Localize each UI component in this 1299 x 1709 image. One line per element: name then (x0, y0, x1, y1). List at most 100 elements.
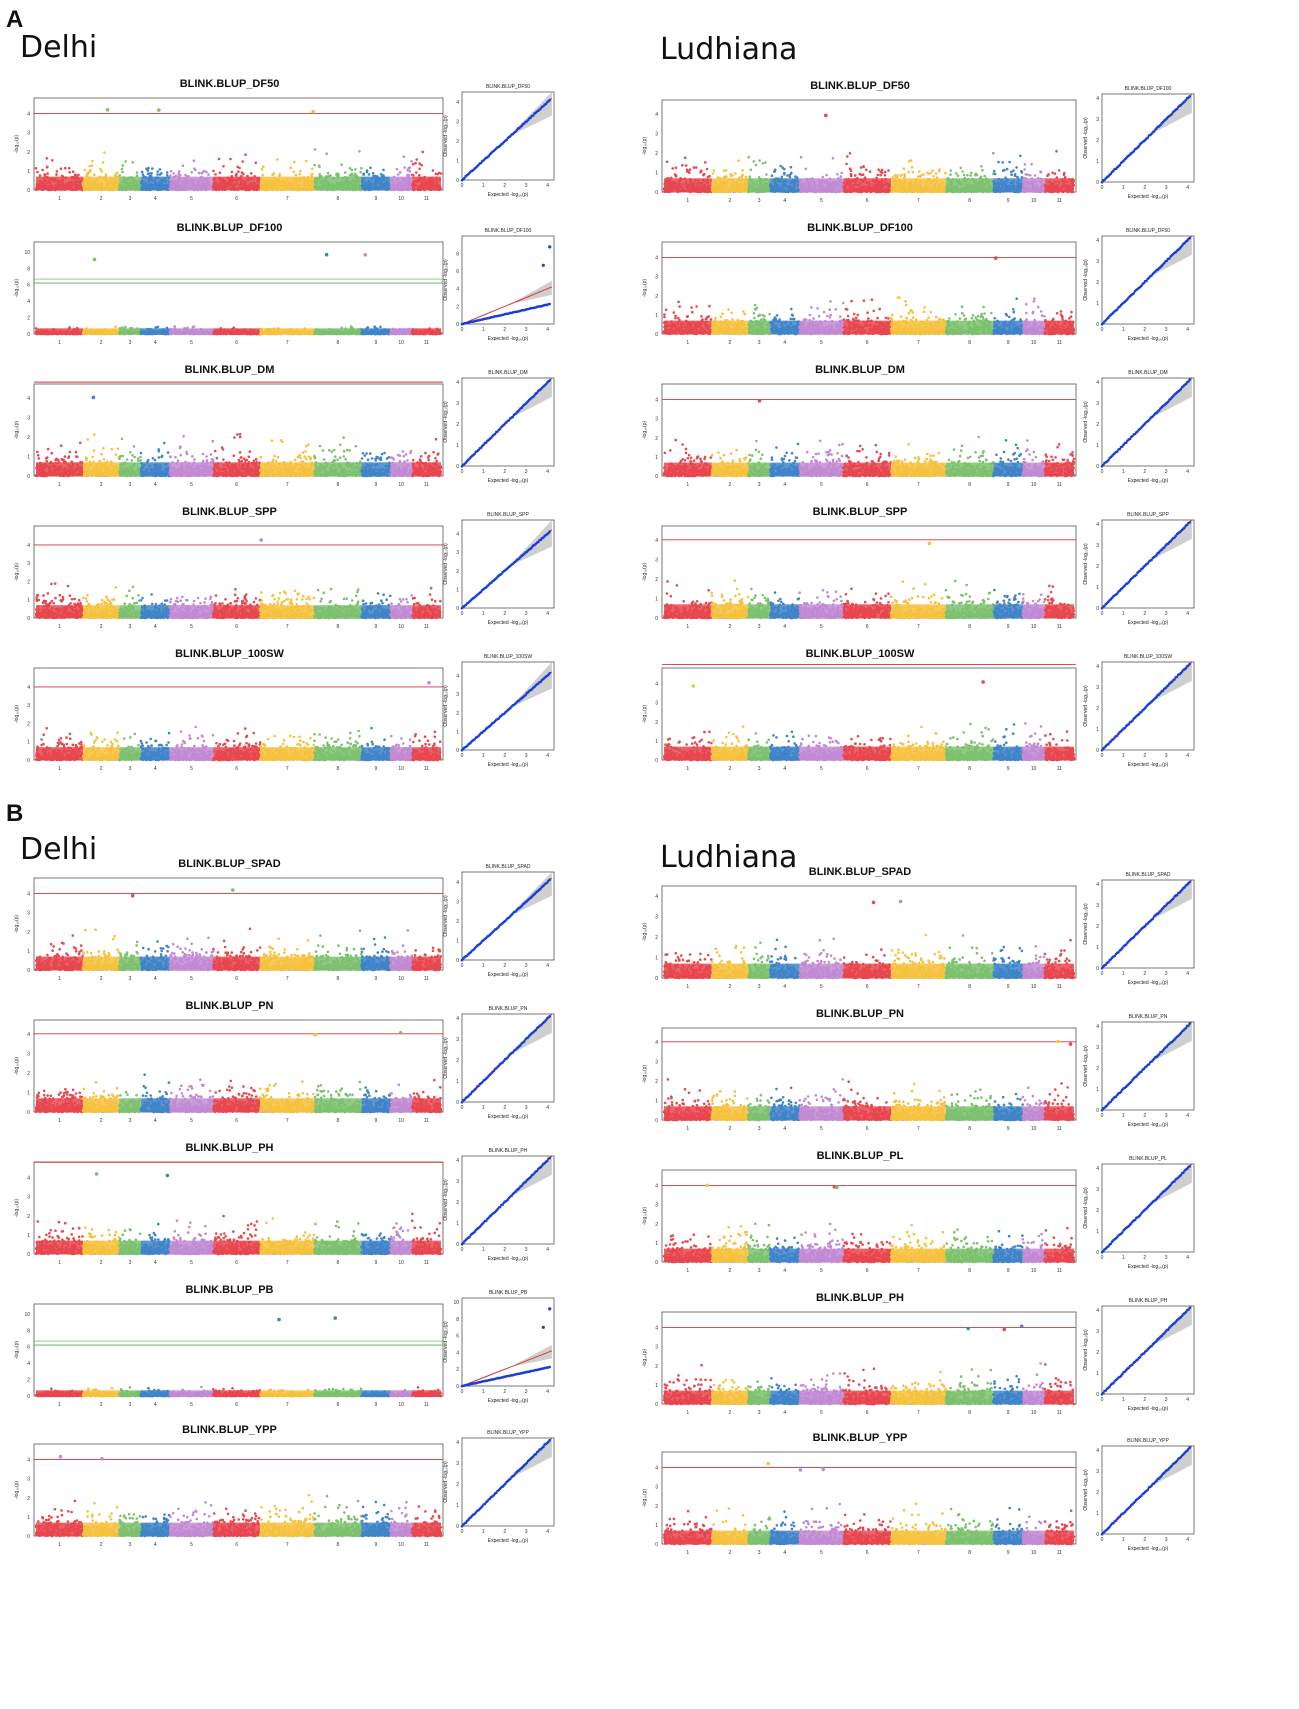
snp-point (119, 454, 123, 458)
snp-point (262, 165, 265, 168)
snp-point (50, 451, 54, 455)
snp-points (34, 433, 443, 478)
snp-point (329, 174, 332, 177)
snp-point (139, 459, 143, 462)
y-tick-label: 0 (27, 332, 30, 338)
snp-point (294, 173, 298, 177)
snp-point (135, 171, 139, 174)
y-tick-label: 4 (27, 299, 30, 305)
snp-point (298, 172, 302, 176)
snp-point (139, 455, 142, 459)
x-tick-label: 0 (461, 327, 464, 333)
peak-snp-point (157, 108, 161, 112)
snp-point (418, 167, 421, 171)
chromosome-label: 10 (398, 196, 404, 202)
snp-band (361, 176, 391, 190)
snp-point (181, 164, 185, 167)
snp-points (34, 325, 443, 336)
chromosome-label: 4 (154, 196, 157, 202)
snp-point (240, 171, 244, 174)
snp-point (51, 159, 54, 162)
chromosome-label: 9 (375, 196, 378, 202)
snp-point (406, 173, 410, 177)
snp-point (337, 173, 340, 177)
chromosome-label: 4 (154, 340, 157, 346)
snp-point (382, 174, 385, 177)
snp-point (289, 166, 293, 169)
snp-point (382, 168, 385, 172)
y-axis-label: -log₁₀(p) (14, 279, 20, 298)
snp-band (169, 328, 214, 335)
snp-band (83, 328, 120, 335)
snp-point (34, 167, 38, 170)
snp-point (141, 173, 145, 176)
snp-point (154, 326, 158, 329)
snp-point (395, 167, 399, 171)
x-tick-label: 1 (482, 183, 485, 189)
snp-point (421, 150, 425, 154)
snp-point (160, 172, 163, 175)
snp-point (92, 449, 96, 452)
snp-point (362, 173, 365, 176)
snp-point (151, 457, 155, 460)
manhattan-container: 0 1 2 3 4 -log₁₀(p) 1 2 3 4 5 6 7 8 9 10 11 (12, 94, 447, 204)
chromosome-label: 5 (190, 340, 193, 346)
chromosome-label: 7 (286, 196, 289, 202)
snp-point (146, 169, 150, 172)
qq-outlier-point (548, 245, 552, 249)
snp-band (119, 176, 141, 190)
chromosome-label: 6 (235, 340, 238, 346)
chromosome-label: 8 (337, 340, 340, 346)
manhattan-title: BLINK.BLUP_DF50 (12, 78, 447, 90)
snp-point (193, 167, 196, 170)
snp-point (313, 148, 317, 151)
snp-point (174, 455, 177, 459)
snp-point (326, 171, 330, 175)
y-tick-label: 1 (27, 454, 30, 460)
snp-band (169, 176, 214, 190)
snp-point (156, 170, 159, 173)
snp-point (120, 167, 124, 171)
snp-point (45, 157, 49, 160)
snp-point (86, 438, 89, 441)
snp-point (68, 326, 71, 329)
snp-point (129, 451, 132, 454)
snp-point (415, 158, 419, 161)
snp-point (359, 170, 362, 174)
peak-snp-point (105, 108, 110, 112)
snp-band (140, 462, 170, 476)
snp-point (214, 173, 217, 176)
y-tick-label: 8 (456, 251, 459, 257)
snp-point (310, 173, 313, 176)
y-tick-label: 2 (456, 139, 459, 145)
snp-point (304, 159, 308, 163)
chromosome-label: 2 (100, 340, 103, 346)
snp-point (74, 450, 78, 454)
qq-x-label: Expected -log₁₀(p) (488, 336, 529, 342)
chromosome-label: 11 (424, 196, 429, 202)
snp-point (365, 170, 369, 174)
snp-point (373, 325, 376, 328)
y-tick-label: 0 (456, 178, 459, 184)
snp-point (139, 451, 143, 455)
manhattan-container: 0 1 2 3 4 -log₁₀(p) 1 2 3 4 5 6 7 8 9 10 11 (12, 380, 447, 490)
snp-point (133, 455, 136, 459)
snp-point (437, 171, 441, 175)
y-tick-label: 4 (27, 396, 30, 402)
snp-point (36, 450, 39, 454)
snp-band (412, 328, 441, 335)
snp-point (172, 172, 175, 175)
snp-point (131, 454, 134, 457)
snp-point (174, 174, 178, 178)
manhattan-title: BLINK.BLUP_DF100 (12, 222, 447, 234)
snp-point (317, 164, 321, 168)
snp-point (398, 171, 402, 174)
manhattan-title: BLINK.BLUP_DM (12, 364, 447, 376)
snp-point (90, 164, 94, 168)
snp-point (169, 174, 172, 177)
snp-point (193, 458, 196, 461)
snp-point (118, 457, 121, 460)
snp-point (110, 447, 114, 451)
snp-point (147, 458, 150, 462)
qq-points (460, 245, 552, 326)
